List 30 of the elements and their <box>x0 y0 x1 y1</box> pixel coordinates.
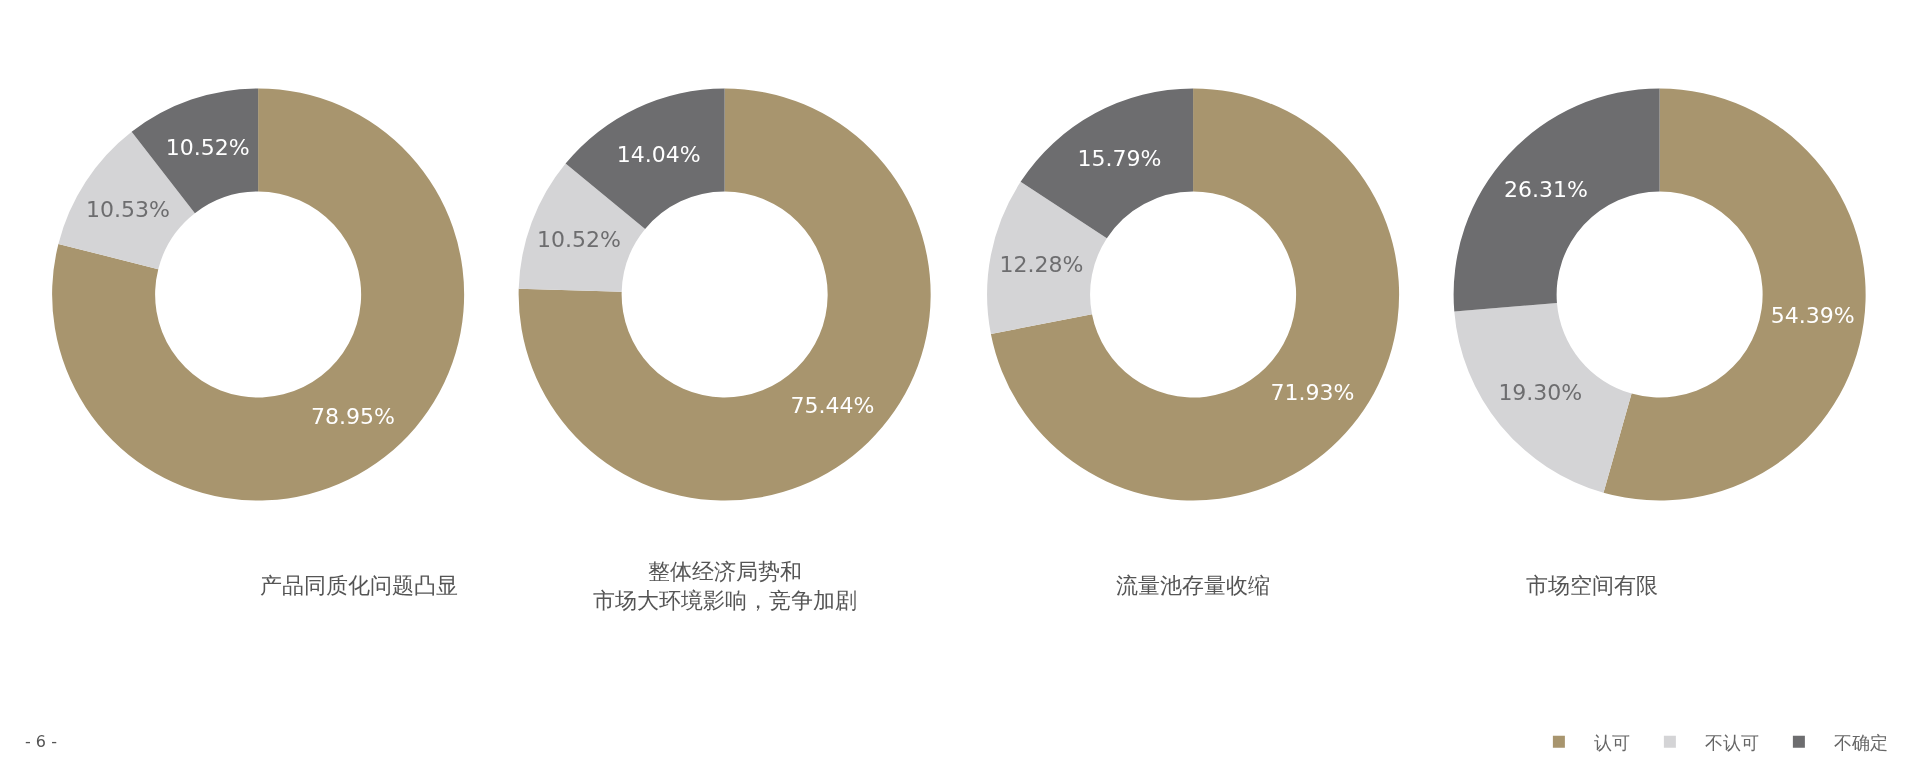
donut-slice <box>1454 302 1632 493</box>
data-label: 19.30% <box>1498 380 1583 406</box>
data-label: 26.31% <box>1504 177 1588 203</box>
data-label: 71.93% <box>1270 380 1355 406</box>
text: 整体经济局势和市场大环境影响，竞争加剧 <box>593 559 857 613</box>
data-label: 10.52% <box>165 134 250 160</box>
donut-slice <box>518 88 931 501</box>
donut-slice <box>518 163 646 292</box>
data-label: 54.39% <box>1770 303 1855 329</box>
data-label: 12.28% <box>999 252 1084 278</box>
text: - 6 - <box>25 732 57 751</box>
text: 流量池存量收缩 <box>1116 573 1270 598</box>
donut-slice <box>1453 88 1660 312</box>
legend-label: 认可 <box>1593 731 1630 753</box>
donut-slice <box>1603 88 1866 501</box>
data-label: 75.44% <box>790 392 875 418</box>
donut-slice <box>990 88 1400 501</box>
donut-slice <box>1020 88 1194 239</box>
data-label: 15.79% <box>1077 146 1162 172</box>
text: 市场空间有限 <box>1526 573 1658 598</box>
donut-slice <box>565 88 725 230</box>
data-label: 78.95% <box>311 403 395 429</box>
data-label: 10.52% <box>537 227 621 253</box>
text: 产品同质化问题凸显 <box>260 573 458 598</box>
data-label: 10.53% <box>86 196 170 222</box>
legend-label: 不确定 <box>1833 731 1888 753</box>
donut-slice <box>987 181 1107 334</box>
legend-label: 不认可 <box>1704 731 1759 753</box>
donut-slice <box>52 88 464 501</box>
data-label: 14.04% <box>616 142 701 168</box>
